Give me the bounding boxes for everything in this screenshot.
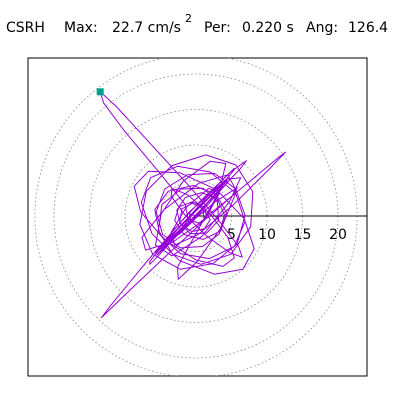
orbit-trace (99, 91, 286, 318)
angle-label: Ang: (306, 20, 339, 36)
max-unit-exponent: 2 (185, 12, 192, 25)
radial-tick-label-15: 15 (294, 227, 312, 243)
station-code: CSRH (6, 20, 45, 36)
period-value: 0.220 s (242, 20, 294, 36)
radial-tick-labels: 5 10 15 20 (227, 227, 347, 243)
max-point-marker (96, 88, 104, 96)
max-label: Max: (64, 20, 98, 36)
period-label: Per: (204, 20, 231, 36)
angle-value: 126.4 (348, 20, 389, 36)
orbit-header: CSRH Max: 22.7 cm/s 2 Per: 0.220 s Ang: … (0, 0, 400, 40)
radial-tick-label-10: 10 (258, 227, 276, 243)
max-value: 22.7 cm/s (112, 20, 181, 36)
max-point-square (96, 88, 104, 96)
orbit-trace-line (99, 91, 286, 318)
radial-tick-label-5: 5 (227, 227, 236, 243)
radial-tick-label-20: 20 (329, 227, 347, 243)
